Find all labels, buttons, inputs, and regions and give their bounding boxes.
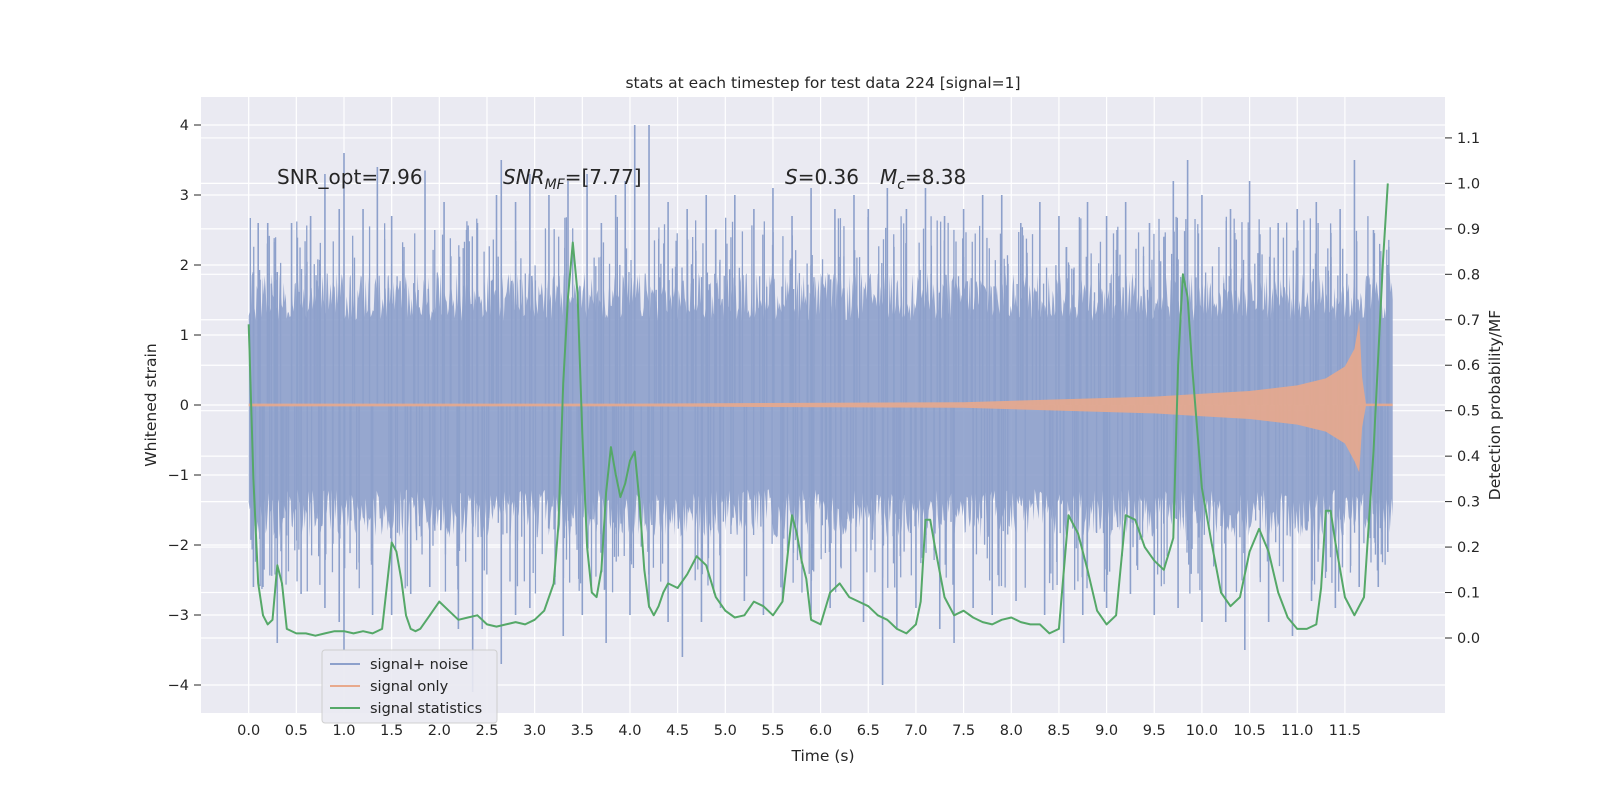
y2-tick-label: 0.3 [1457,495,1480,511]
x-axis-ticks: 0.0 0.5 1.0 1.5 2.0 2.5 3.0 3.5 4.0 4.5 5.0 5.5 6.0 6… [237,723,1361,739]
y-axis-label: Whitened strain [142,343,160,466]
x-tick-label: 10.5 [1233,723,1265,739]
y2-axis-label: Detection probability/MF [1486,310,1504,501]
y2-tick-label: 0.0 [1457,631,1480,647]
legend-box [321,649,498,724]
x-tick-label: 3.0 [523,723,546,739]
x-tick-label: 1.5 [380,723,403,739]
x-tick-label: 8.0 [1000,723,1023,739]
annotation-snr-mf-value: =[7.77] [565,165,642,189]
y2-tick-label: 0.5 [1457,404,1480,420]
signal-only-series [248,321,1393,473]
y-tick-label: 4 [180,118,189,134]
y-tick-label: −3 [168,608,189,624]
y2-tick-label: 1.1 [1457,131,1480,147]
y2-tick-label: 0.6 [1457,358,1480,374]
y-tick-label: −4 [168,678,189,694]
x-axis-label: Time (s) [790,747,854,765]
annotation-mc: Mc=8.38 [880,165,966,193]
x-tick-label: 4.0 [618,723,641,739]
chart-title: stats at each timestep for test data 224… [625,74,1020,92]
x-tick-label: 2.0 [428,723,451,739]
legend-label-noise: signal+ noise [370,657,468,673]
y2-tick-label: 0.7 [1457,313,1480,329]
x-tick-label: 4.5 [666,723,689,739]
y-tick-label: −1 [168,468,189,484]
y2-tick-label: 0.2 [1457,540,1480,556]
y2-tick-label: 0.1 [1457,586,1480,602]
x-tick-label: 0.0 [237,723,260,739]
y2-tick-label: 1.0 [1457,176,1480,192]
annotation-mc-main: M [880,165,897,189]
signal-envelope [248,321,1393,473]
x-tick-label: 11.5 [1329,723,1361,739]
y2-tick-label: 0.4 [1457,449,1480,465]
x-tick-label: 11.0 [1281,723,1313,739]
y-axis-ticks: 4 3 2 1 0 −1 −2 −3 −4 [168,118,201,694]
annotation-s-main: S [785,165,798,189]
x-tick-label: 7.5 [952,723,975,739]
x-tick-label: 0.5 [285,723,308,739]
x-tick-label: 8.5 [1047,723,1070,739]
signal-statistics-line [247,183,1389,637]
x-tick-label: 10.0 [1186,723,1218,739]
legend-label-stat: signal statistics [370,701,482,717]
annotation-s: S=0.36 [785,165,859,189]
annotation-mc-value: =8.38 [905,165,966,189]
legend: signal+ noise signal only signal statist… [321,649,498,724]
annotation-snr-mf: SNRMF=[7.77] [503,165,642,193]
x-tick-label: 6.5 [857,723,880,739]
x-tick-label: 9.0 [1095,723,1118,739]
y-tick-label: 3 [180,188,189,204]
annotation-snr-opt: SNR_opt=7.96 [277,165,423,189]
y-tick-label: −2 [168,538,189,554]
y2-tick-label: 0.8 [1457,267,1480,283]
annotation-snr-mf-sub: MF [545,177,566,193]
y2-axis-ticks: 1.1 1.0 0.9 0.8 0.7 0.6 0.5 0.4 0.3 0.2 0.1 0.0 [1445,131,1480,647]
x-tick-label: 7.0 [904,723,927,739]
annotation-snr-mf-main: SNR [503,165,545,189]
x-tick-label: 1.0 [332,723,355,739]
y-tick-label: 2 [180,258,189,274]
x-tick-label: 9.5 [1143,723,1166,739]
x-tick-label: 2.5 [475,723,498,739]
signal-statistics-series [247,183,1389,637]
y-tick-label: 0 [180,398,189,414]
x-tick-label: 6.0 [809,723,832,739]
y2-tick-label: 0.9 [1457,222,1480,238]
x-tick-label: 5.0 [714,723,737,739]
x-tick-label: 5.5 [761,723,784,739]
x-tick-label: 3.5 [571,723,594,739]
y-tick-label: 1 [180,328,189,344]
annotation-mc-sub: c [897,177,905,193]
annotation-s-value: =0.36 [798,165,859,189]
legend-label-signal: signal only [370,679,449,695]
